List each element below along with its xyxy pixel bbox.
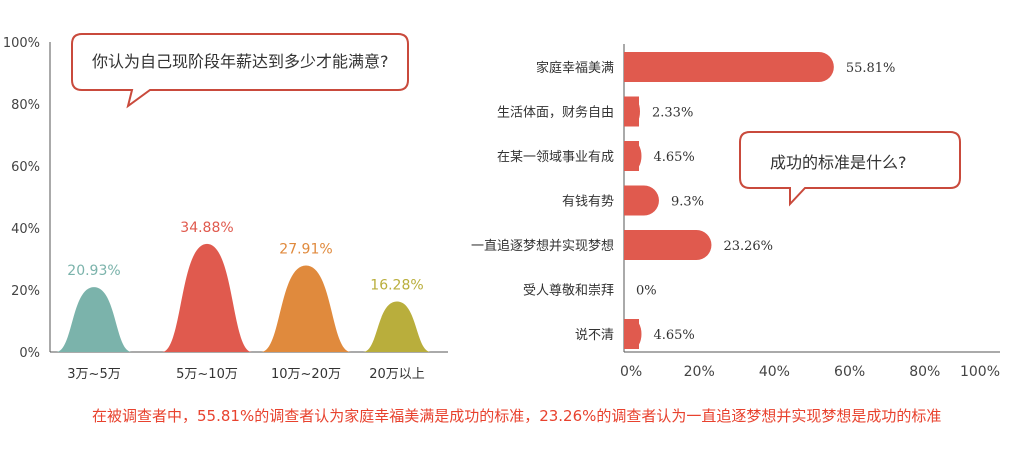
- right-value-labels: 55.81% 2.33% 4.65% 9.3% 23.26% 0% 4.65%: [636, 61, 895, 343]
- right-chart: 家庭幸福美满生活体面，财务自由在某一领域事业有成有钱有势一直追逐梦想并实现梦想受…: [471, 44, 1000, 380]
- bar: [624, 52, 834, 82]
- bar: [624, 230, 712, 260]
- data-label: 16.28%: [370, 278, 423, 294]
- bar: [261, 265, 351, 352]
- category-label: 一直追逐梦想并实现梦想: [471, 238, 614, 254]
- category-label: 生活体面，财务自由: [497, 105, 614, 121]
- left-y-tick-label: 100%: [3, 36, 40, 51]
- right-bars: [624, 52, 834, 349]
- right-category-labels: 家庭幸福美满生活体面，财务自由在某一领域事业有成有钱有势一直追逐梦想并实现梦想受…: [471, 60, 614, 343]
- left-value-labels: 20.93% 34.88% 27.91% 16.28%: [67, 220, 423, 294]
- left-y-tick-label: 80%: [11, 98, 40, 113]
- data-label: 20.93%: [67, 263, 120, 279]
- category-label: 家庭幸福美满: [536, 60, 614, 76]
- x-tick-label: 40%: [759, 364, 790, 380]
- x-tick-label: 0%: [620, 364, 642, 380]
- left-question-text: 你认为自己现阶段年薪达到多少才能满意?: [92, 52, 389, 71]
- data-label: 0%: [636, 284, 657, 299]
- left-y-tick-labels: 0% 20% 40% 60% 80% 100%: [3, 36, 40, 361]
- bar: [162, 243, 252, 352]
- bar-base: [624, 185, 639, 216]
- data-label: 23.26%: [723, 239, 773, 254]
- bar-base: [624, 52, 639, 82]
- bar-base: [624, 319, 639, 349]
- summary-caption: 在被调查者中，55.81%的调查者认为家庭幸福美满是成功的标准，23.26%的调…: [92, 407, 942, 425]
- data-label: 2.33%: [652, 106, 693, 121]
- right-question-text: 成功的标准是什么?: [770, 153, 907, 172]
- category-label: 受人尊敬和崇拜: [523, 283, 614, 299]
- x-tick-label: 3万~5万: [67, 367, 120, 382]
- right-question-bubble: [739, 131, 961, 207]
- data-label: 55.81%: [846, 61, 896, 76]
- left-y-tick-label: 40%: [11, 222, 40, 237]
- x-tick-label: 5万~10万: [176, 367, 238, 382]
- category-label: 说不清: [575, 328, 614, 343]
- right-x-tick-labels: 0% 20% 40% 60% 80% 100%: [620, 364, 1000, 380]
- bar-base: [624, 230, 639, 260]
- bar-base: [624, 141, 639, 171]
- left-chart: 0% 20% 40% 60% 80% 100% 20.93% 34.88% 27.91% 16.…: [3, 36, 448, 382]
- category-label: 在某一领域事业有成: [497, 150, 614, 165]
- x-tick-label: 100%: [960, 364, 1000, 380]
- left-y-tick-label: 20%: [11, 284, 40, 299]
- left-y-tick-label: 60%: [11, 160, 40, 175]
- bar: [56, 287, 132, 352]
- data-label: 4.65%: [653, 328, 694, 343]
- data-label: 27.91%: [279, 241, 332, 257]
- x-tick-label: 10万~20万: [271, 367, 341, 382]
- left-question-bubble: [71, 33, 409, 109]
- bar-base: [624, 96, 639, 127]
- data-label: 4.65%: [653, 150, 694, 165]
- data-label: 9.3%: [671, 195, 704, 210]
- x-tick-label: 80%: [909, 364, 940, 380]
- left-bars: [56, 243, 431, 352]
- left-x-tick-labels: 3万~5万 5万~10万 10万~20万 20万以上: [67, 367, 424, 382]
- x-tick-label: 20%: [684, 364, 715, 380]
- x-tick-label: 20万以上: [369, 367, 425, 382]
- data-label: 34.88%: [180, 220, 233, 236]
- x-tick-label: 60%: [834, 364, 865, 380]
- category-label: 有钱有势: [562, 194, 614, 210]
- bar: [363, 301, 431, 352]
- left-y-tick-label: 0%: [19, 346, 40, 361]
